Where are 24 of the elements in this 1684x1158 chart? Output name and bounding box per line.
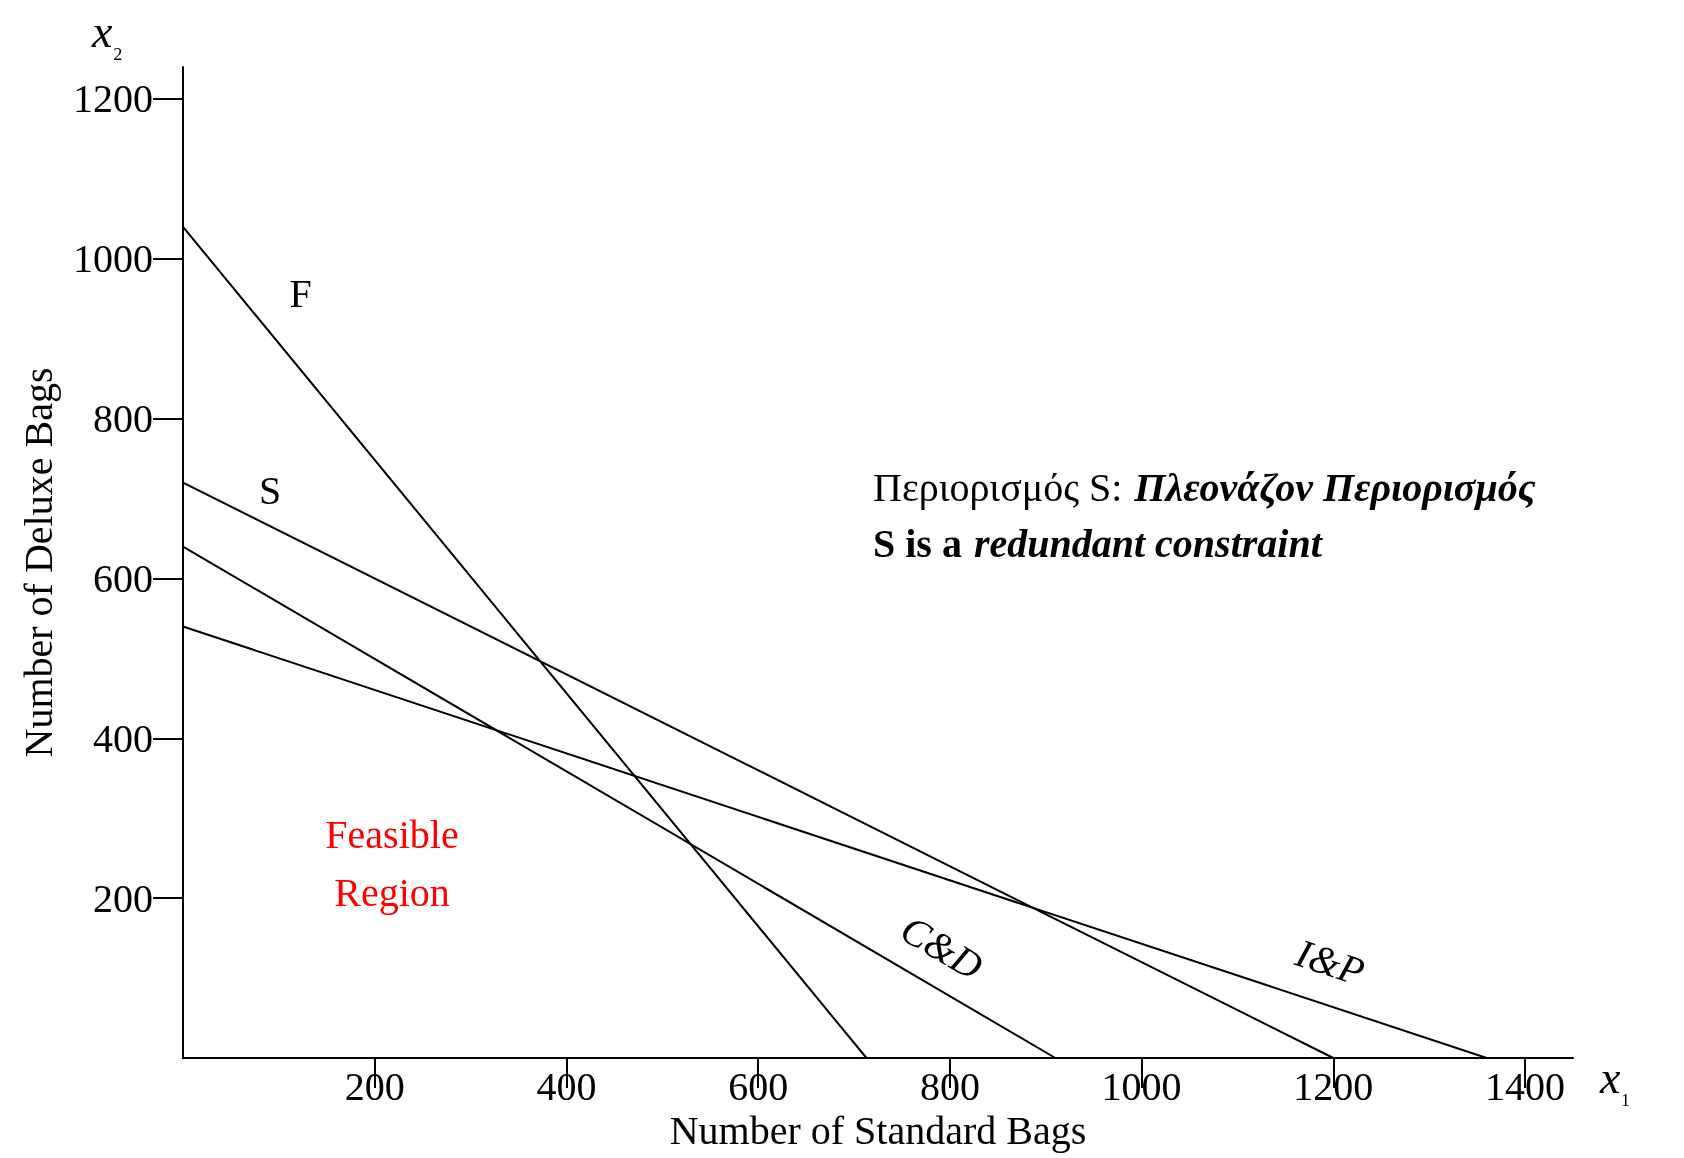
y-tick-label: 800 [93, 396, 153, 442]
x-tick-label: 800 [919, 1063, 980, 1109]
y-tick-label: 400 [93, 715, 153, 761]
y-tick-label: 600 [93, 555, 153, 601]
y-tick-label: 1200 [73, 76, 153, 122]
annotation: redundant constraint [973, 520, 1324, 566]
text: I&P [1289, 929, 1371, 995]
text: C&D [893, 906, 991, 989]
annotation: Πλεονάζον Περιορισμός [1133, 464, 1536, 510]
x-tick-label: 200 [344, 1063, 405, 1109]
y-tick-label: 1000 [73, 236, 153, 282]
annotation: S is a [873, 520, 962, 566]
y-axis-title: Number of Deluxe Bags [15, 367, 61, 758]
annotation: Περιορισμός S: [873, 464, 1123, 510]
x-tick-label: 600 [728, 1063, 789, 1109]
x-axis-title: Number of Standard Bags [669, 1108, 1087, 1154]
x-tick-label: 1400 [1485, 1063, 1566, 1109]
y-tick-label: 200 [93, 875, 153, 921]
annotation: Feasible Region [325, 811, 459, 915]
series-label: S [258, 467, 282, 513]
x-tick-label: 400 [536, 1063, 597, 1109]
x-tick-label: 1000 [1101, 1063, 1182, 1109]
series-label: F [289, 271, 312, 317]
x-tick-label: 1200 [1293, 1063, 1374, 1109]
